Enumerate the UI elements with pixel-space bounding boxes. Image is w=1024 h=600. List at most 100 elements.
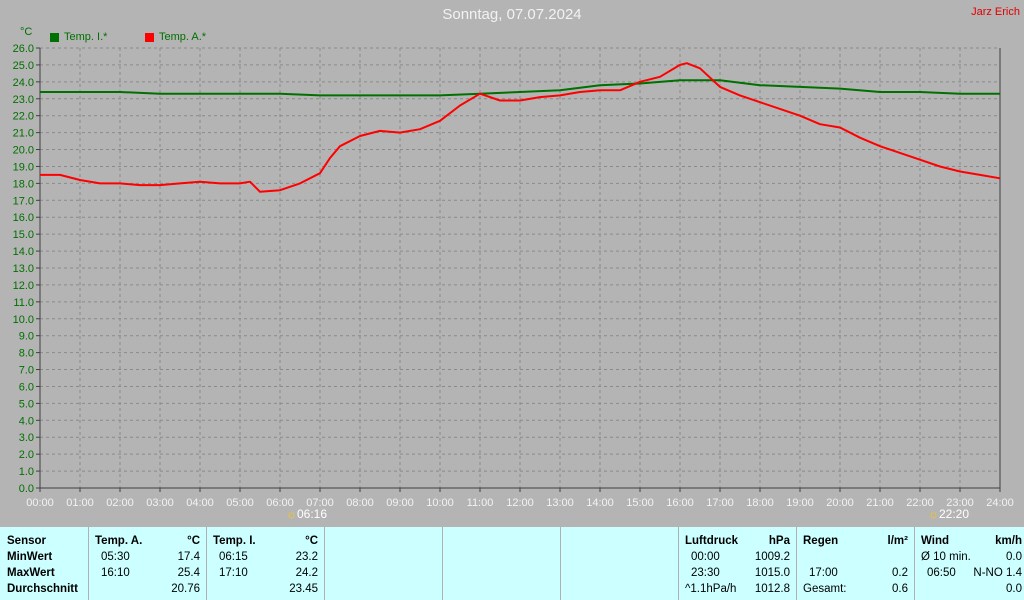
wind-head: Wind: [921, 535, 949, 547]
x-tick-labels: 00:00 01:00 02:00 03:00 04:00 05:00 06:00 07:00…: [26, 497, 1014, 509]
y-tick-label: 17.0: [13, 195, 34, 207]
x-tick-label: 10:00: [426, 497, 454, 509]
temp-a-max-val: 25.4: [177, 567, 200, 579]
sunset-marker: ☼22:20: [928, 507, 969, 521]
pressure-min-time: 00:00: [691, 551, 720, 563]
col-empty-1: [324, 527, 442, 600]
x-tick-label: 14:00: [586, 497, 614, 509]
col-wind: Wind km/h Ø 10 min. 0.0 06:50 N-NO 1.4 0…: [914, 527, 1024, 600]
sunset-time: 22:20: [939, 507, 970, 521]
y-tick-label: 7.0: [19, 365, 34, 377]
wind-last-val: 0.0: [1006, 583, 1022, 595]
y-tick-label: 8.0: [19, 348, 34, 360]
sun-icon: ☼: [286, 507, 297, 521]
series-lines: [40, 62, 1001, 193]
temp-i-max-val: 24.2: [295, 567, 318, 579]
y-tick-labels: 0.0 1.0 2.0 3.0 4.0 5.0 6.0 7.0 8.0 9.0 10.0 11.0 12…: [13, 43, 34, 495]
sensor-head: Sensor: [7, 535, 46, 547]
sunrise-time: 06:16: [297, 507, 328, 521]
y-tick-label: 13.0: [13, 263, 34, 275]
col-temp-inside: Temp. I. °C 06:15 23.2 17:10 24.2 23.45: [206, 527, 324, 600]
row-avg-label: Durchschnitt: [7, 583, 78, 595]
y-tick-label: 12.0: [13, 280, 34, 292]
temp-a-avg: 20.76: [171, 583, 200, 595]
x-tick-label: 04:00: [186, 497, 214, 509]
y-tick-label: 15.0: [13, 229, 34, 241]
y-tick-label: 4.0: [19, 415, 34, 427]
col-empty-2: [442, 527, 560, 600]
x-tick-label: 16:00: [666, 497, 694, 509]
legend-item-temp-inside: Temp. I.*: [50, 31, 107, 43]
x-tick-label: 03:00: [146, 497, 174, 509]
x-tick-label: 19:00: [786, 497, 814, 509]
x-tick-label: 21:00: [866, 497, 894, 509]
row-min-label: MinWert: [7, 551, 53, 563]
chart-title: Sonntag, 07.07.2024: [442, 6, 582, 23]
y-tick-label: 1.0: [19, 466, 34, 478]
sunrise-marker: ☼06:16: [286, 507, 327, 521]
pressure-max-time: 23:30: [691, 567, 720, 579]
temp-i-head: Temp. I.: [213, 535, 256, 547]
col-sensor: Sensor MinWert MaxWert Durchschnitt: [0, 527, 88, 600]
y-tick-label: 22.0: [13, 111, 34, 123]
x-tick-label: 11:00: [467, 497, 494, 509]
x-tick-label: 18:00: [746, 497, 774, 509]
author-label: Jarz Erich: [971, 6, 1020, 18]
temp-i-avg: 23.45: [289, 583, 318, 595]
x-tick-label: 06:00: [266, 497, 294, 509]
col-temp-outside: Temp. A. °C 05:30 17.4 16:10 25.4 20.76: [88, 527, 206, 600]
temp-i-min-val: 23.2: [295, 551, 318, 563]
legend-label: Temp. I.*: [64, 31, 108, 43]
x-tick-label: 02:00: [106, 497, 134, 509]
y-tick-label: 2.0: [19, 449, 34, 461]
y-tick-label: 6.0: [19, 381, 34, 393]
wind-avg-label: Ø 10 min.: [921, 551, 971, 563]
y-tick-label: 23.0: [13, 94, 34, 106]
y-tick-label: 10.0: [13, 314, 34, 326]
x-tick-label: 20:00: [826, 497, 854, 509]
legend-swatch-green: [50, 32, 59, 42]
col-rain: Regen l/m² 17:00 0.2 Gesamt: 0.6: [796, 527, 914, 600]
y-tick-label: 5.0: [19, 398, 34, 410]
y-tick-label: 18.0: [13, 178, 34, 190]
wind-max-val: N-NO 1.4: [973, 567, 1022, 579]
axes: [36, 47, 1001, 492]
y-axis-unit: °C: [20, 26, 33, 38]
row-max-label: MaxWert: [7, 567, 55, 579]
col-empty-3: [560, 527, 678, 600]
y-tick-label: 11.0: [13, 297, 34, 309]
y-tick-label: 16.0: [13, 212, 34, 224]
y-tick-label: 26.0: [13, 43, 34, 55]
x-tick-label: 13:00: [546, 497, 574, 509]
rain-total-label: Gesamt:: [803, 583, 847, 595]
temp-a-head: Temp. A.: [95, 535, 143, 547]
temp-a-unit: °C: [187, 535, 200, 547]
legend-label: Temp. A.*: [159, 31, 207, 43]
wind-max-time: 06:50: [927, 567, 956, 579]
statistics-table: Sensor MinWert MaxWert Durchschnitt Temp…: [0, 527, 1024, 600]
x-tick-label: 24:00: [986, 497, 1014, 509]
y-tick-label: 21.0: [13, 128, 34, 140]
series-line-0: [40, 79, 1000, 97]
grid-lines: [40, 47, 1001, 488]
x-tick-label: 07:00: [306, 497, 334, 509]
temp-a-min-val: 17.4: [177, 551, 200, 563]
sun-icon: ☼: [928, 507, 939, 521]
temp-a-min-time: 05:30: [101, 551, 130, 563]
y-tick-label: 25.0: [13, 60, 34, 72]
x-tick-label: 22:00: [906, 497, 934, 509]
x-tick-label: 12:00: [506, 497, 534, 509]
temp-i-max-time: 17:10: [219, 567, 248, 579]
legend-item-temp-outside: Temp. A.*: [145, 31, 206, 43]
col-pressure: Luftdruck hPa 00:00 1009.2 23:30 1015.0 …: [678, 527, 796, 600]
y-tick-label: 20.0: [13, 145, 34, 157]
rain-head: Regen: [803, 535, 839, 547]
rain-max-val: 0.2: [892, 567, 908, 579]
x-tick-label: 08:00: [346, 497, 374, 509]
temp-a-max-time: 16:10: [101, 567, 130, 579]
legend-swatch-red: [145, 32, 154, 42]
rain-unit: l/m²: [887, 535, 908, 547]
x-tick-label: 05:00: [226, 497, 254, 509]
y-tick-label: 14.0: [13, 246, 34, 258]
y-tick-label: 0.0: [19, 483, 34, 495]
